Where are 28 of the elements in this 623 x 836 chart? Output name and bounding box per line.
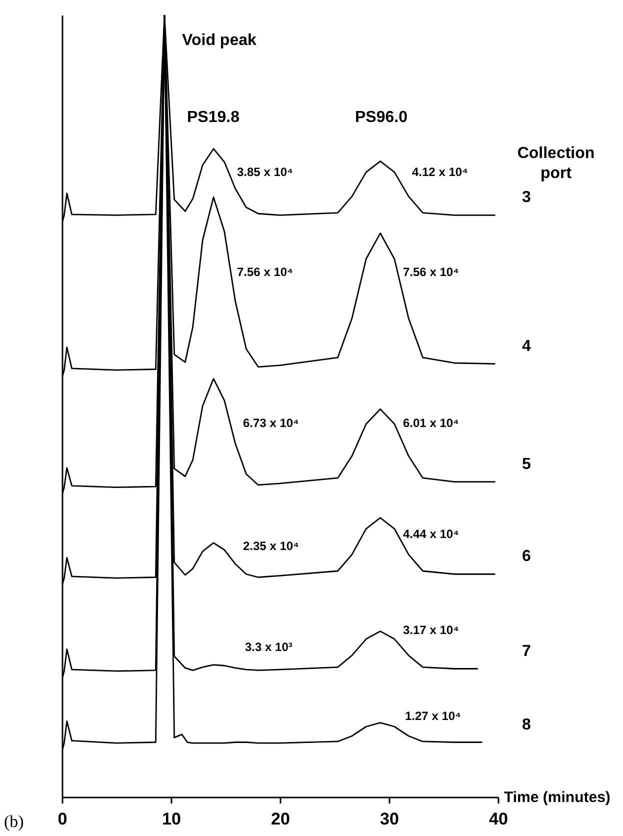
annotation: PS19.8 — [187, 109, 240, 126]
x-tick-label: 10 — [162, 810, 181, 828]
annotation: 6.01 x 10⁴ — [403, 416, 460, 430]
series-label: 4 — [522, 338, 531, 355]
text: 8 — [522, 716, 531, 734]
annotation: 2.35 x 10⁴ — [243, 539, 300, 553]
annotation: 3.85 x 10⁴ — [237, 165, 294, 179]
annotation: 7.56 x 10⁴ — [403, 265, 460, 279]
x-tick-label: 20 — [271, 810, 290, 828]
annotation: 3.17 x 10⁴ — [403, 623, 460, 637]
series-label: 6 — [522, 548, 531, 566]
annotation: Void peak — [182, 32, 256, 49]
annotation: 7.56 x 10⁴ — [237, 265, 294, 279]
x-tick-label: 0 — [58, 810, 68, 828]
legend-title: Collection port — [517, 145, 595, 182]
text: (b) — [4, 812, 24, 831]
series-label: 5 — [522, 456, 531, 473]
x-tick-label: 30 — [380, 810, 399, 828]
x-axis-title: Time (minutes) — [504, 789, 610, 806]
annotation: 1.27 x 10⁴ — [405, 709, 462, 723]
text: 7 — [522, 642, 531, 660]
annotation: 3.3 x 10³ — [245, 640, 292, 654]
x-tick-label: 40 — [489, 810, 508, 828]
annotation: 4.12 x 10⁴ — [412, 165, 468, 179]
series-label: 3 — [522, 189, 531, 206]
annotation: 6.73 x 10⁴ — [243, 416, 300, 430]
annotation: 4.44 x 10⁴ — [403, 527, 460, 541]
annotation: PS96.0 — [355, 109, 408, 126]
